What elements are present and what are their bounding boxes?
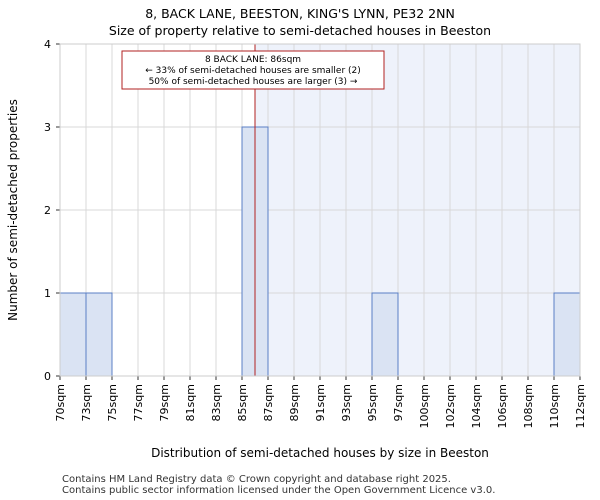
y-axis-label: Number of semi-detached properties <box>6 99 20 321</box>
annotation-line-1: 8 BACK LANE: 86sqm <box>205 55 301 65</box>
y-tick-label: 4 <box>44 38 51 51</box>
x-tick-label: 70sqm <box>54 384 67 421</box>
y-tick-label: 0 <box>44 370 51 383</box>
chart-title: 8, BACK LANE, BEESTON, KING'S LYNN, PE32… <box>145 6 455 21</box>
bar-73sqm <box>85 292 113 377</box>
x-tick-label: 79sqm <box>158 384 171 421</box>
bar-110sqm <box>553 292 581 377</box>
footer-line-2: Contains public sector information licen… <box>62 485 496 496</box>
x-tick-label: 104sqm <box>470 384 483 428</box>
x-tick-label: 102sqm <box>444 384 457 428</box>
y-axis-ticks: 0 1 2 3 4 <box>44 38 60 383</box>
x-tick-label: 75sqm <box>106 384 119 421</box>
x-tick-label: 95sqm <box>366 384 379 421</box>
x-tick-label: 91sqm <box>314 384 327 421</box>
x-tick-label: 110sqm <box>548 384 561 428</box>
grid <box>59 43 581 377</box>
x-tick-label: 73sqm <box>80 384 93 421</box>
bar-70sqm <box>59 292 87 377</box>
x-tick-label: 81sqm <box>184 384 197 421</box>
footer-line-1: Contains HM Land Registry data © Crown c… <box>62 474 451 485</box>
bar-95sqm <box>371 292 399 377</box>
y-tick-label: 1 <box>44 287 51 300</box>
chart-subtitle: Size of property relative to semi-detach… <box>108 23 492 38</box>
x-tick-label: 93sqm <box>340 384 353 421</box>
x-axis-label: Distribution of semi-detached houses by … <box>151 446 489 460</box>
annotation-box <box>121 50 385 90</box>
y-tick-label: 2 <box>44 204 51 217</box>
x-axis-ticks: 70sqm 73sqm 75sqm 77sqm 79sqm 81sqm 83sqm 85sqm… <box>54 376 587 428</box>
x-tick-label: 108sqm <box>522 384 535 428</box>
x-tick-label: 77sqm <box>132 384 145 421</box>
plot-frame <box>59 43 581 377</box>
x-tick-label: 100sqm <box>418 384 431 428</box>
x-tick-label: 112sqm <box>574 384 587 428</box>
x-tick-label: 85sqm <box>236 384 249 421</box>
x-tick-label: 97sqm <box>392 384 405 421</box>
annotation-line-2: ← 33% of semi-detached houses are smalle… <box>145 66 361 76</box>
x-tick-label: 106sqm <box>496 384 509 428</box>
y-tick-label: 3 <box>44 121 51 134</box>
x-tick-label: 87sqm <box>262 384 275 421</box>
x-tick-label: 89sqm <box>288 384 301 421</box>
x-tick-label: 83sqm <box>210 384 223 421</box>
annotation-line-3: 50% of semi-detached houses are larger (… <box>149 77 358 87</box>
